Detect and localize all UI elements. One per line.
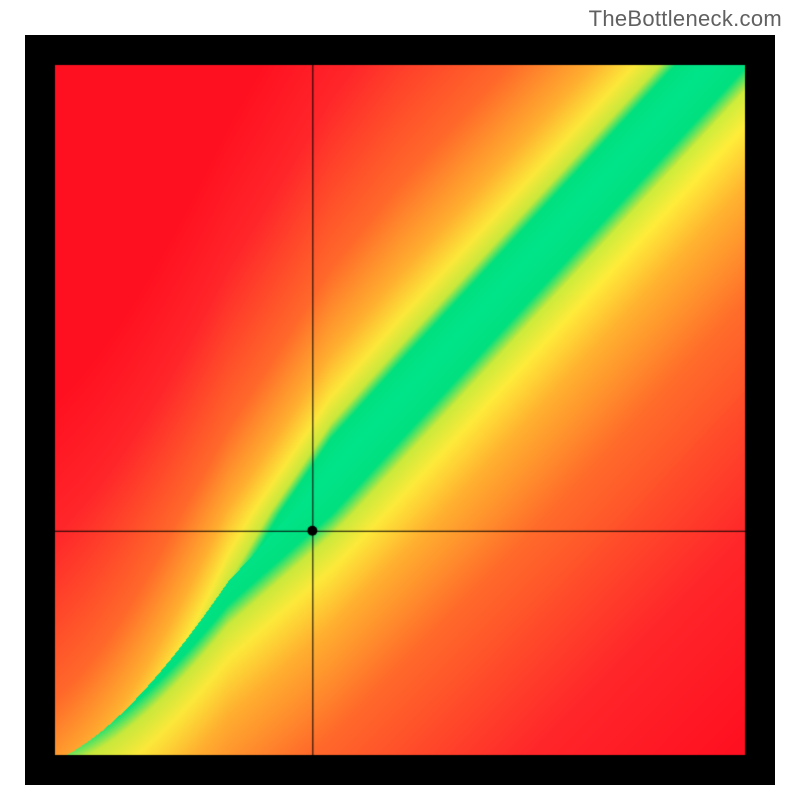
chart-frame <box>25 35 775 785</box>
watermark: TheBottleneck.com <box>589 6 782 32</box>
chart-container: TheBottleneck.com <box>0 0 800 800</box>
heatmap-canvas <box>25 35 775 785</box>
